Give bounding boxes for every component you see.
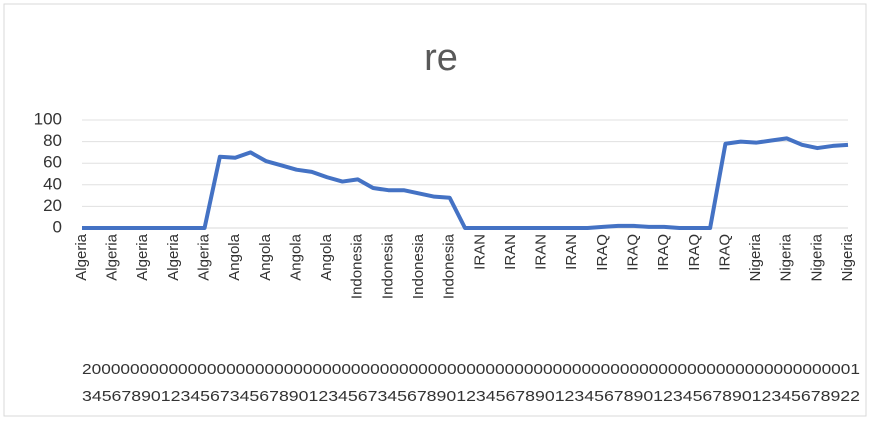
x-tick-label: IRAN [533,234,550,270]
year-row: 3456789012345673456789012345673456789012… [82,388,860,405]
x-tick-label: IRAQ [655,234,672,271]
x-tick-label: Nigeria [808,233,825,281]
x-tick-label: Indonesia [410,233,427,299]
x-tick-label: Indonesia [379,233,396,299]
y-tick-label: 0 [53,217,62,236]
data-line [82,136,849,230]
x-tick-label: Indonesia [349,233,366,299]
x-tick-label: Indonesia [441,233,458,299]
x-tick-label: Algeria [73,233,90,280]
y-tick-label: 80 [43,131,62,150]
y-tick-label: 60 [43,153,62,172]
x-tick-label: Angola [257,233,274,280]
x-tick-label: IRAQ [594,234,611,271]
x-tick-label: IRAN [502,234,519,270]
x-tick-label: Nigeria [747,233,764,281]
x-tick-label: Algeria [165,233,182,280]
x-tick-label: Algeria [134,233,151,280]
x-tick-label: Angola [287,233,304,280]
x-tick-label: IRAQ [716,234,733,271]
y-tick-label: 20 [43,196,62,215]
x-tick-label: Angola [318,233,335,280]
x-tick-label: IRAN [563,234,580,270]
chart-frame [3,3,867,417]
x-tick-label: IRAN [471,234,488,270]
x-tick-label: Algeria [196,233,213,280]
y-tick-label: 100 [34,109,62,128]
x-tick-label: IRAQ [686,234,703,271]
x-tick-label: Angola [226,233,243,280]
y-tick-label: 40 [43,174,62,193]
x-tick-label: Algeria [104,233,121,280]
chart-title: re [424,37,458,79]
x-tick-label: IRAQ [624,234,641,271]
x-tick-label: Nigeria [839,233,856,281]
x-tick-label: Nigeria [778,233,795,281]
year-row: 2000000000000000000000000000000000000000… [82,361,860,378]
